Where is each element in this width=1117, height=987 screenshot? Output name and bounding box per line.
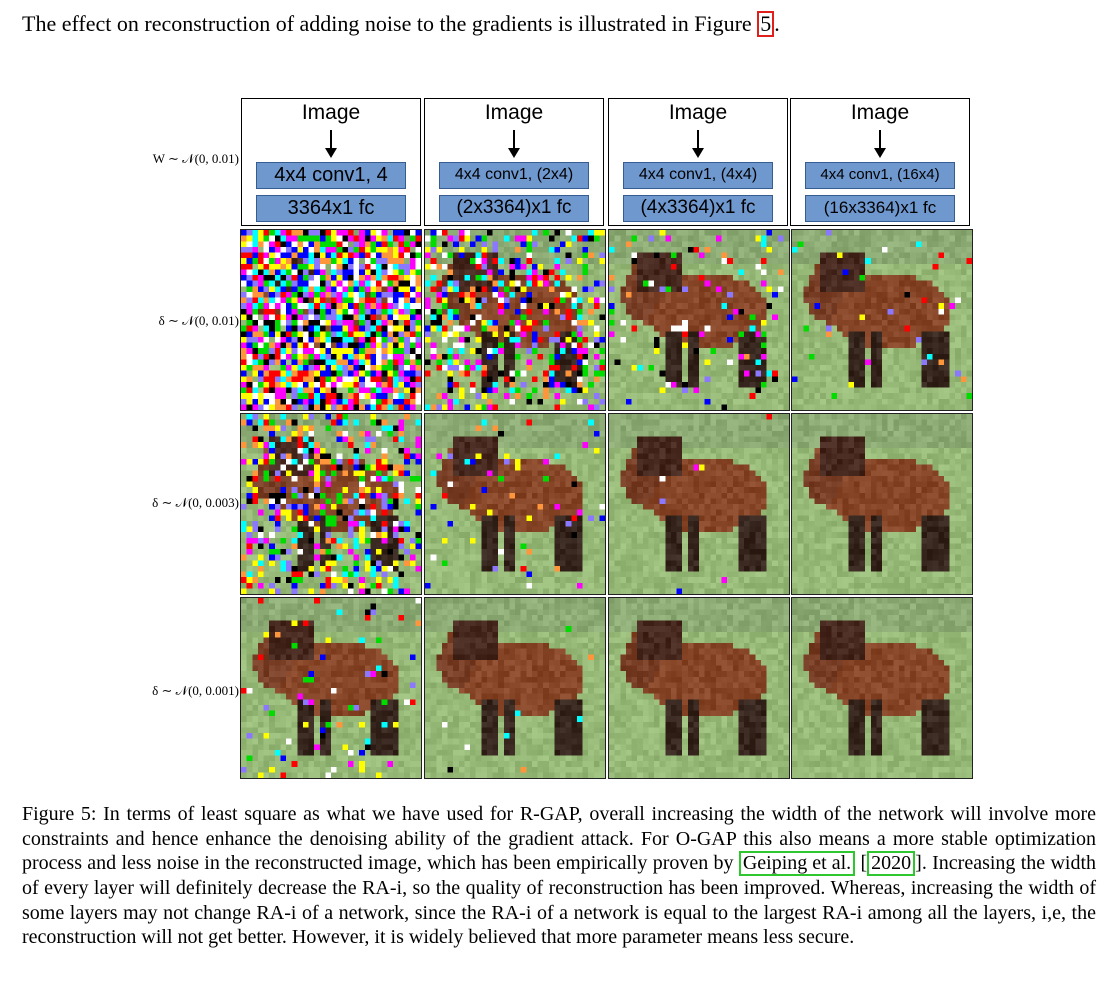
intro-text: The effect on reconstruction of adding n… [22,11,758,36]
caption-text-continued: . Increasing the width of every layer wi… [22,852,1097,949]
reconstruction-image-r1-c2 [424,229,606,411]
citation-separator [855,852,860,874]
reconstruction-image-r1-c3 [608,229,790,411]
reconstruction-image-r3-c3 [608,597,790,779]
fc-layer-label: 3364x1 fc [256,195,406,222]
conv-layer-label: 4x4 conv1, (2x4) [439,162,589,189]
row-label-weight-init: W ∼ 𝒩(0, 0.01) [152,151,239,166]
reconstruction-image-r2-c1 [240,413,422,595]
reconstruction-image-r2-c3 [608,413,790,595]
architecture-input-label: Image [484,101,544,124]
down-arrow-icon [513,130,515,150]
intro-period: . [774,11,780,36]
architecture-box-2: Image 4x4 conv1, (2x4) (2x3364)x1 fc [424,98,604,226]
reconstruction-image-r2-c4 [791,413,973,595]
row-label-noise-0.003: δ ∼ 𝒩(0, 0.003) [152,495,239,510]
fc-layer-label: (4x3364)x1 fc [623,195,773,222]
fc-layer-label: (2x3364)x1 fc [439,195,589,222]
conv-layer-label: 4x4 conv1, (4x4) [623,162,773,189]
intro-sentence: The effect on reconstruction of adding n… [22,10,780,38]
architecture-input-label: Image [668,101,728,124]
reconstruction-image-r1-c1 [240,229,422,411]
conv-layer-label: 4x4 conv1, (16x4) [805,162,955,189]
citation-author-link[interactable]: Geiping et al. [738,851,856,877]
row-label-noise-0.001: δ ∼ 𝒩(0, 0.001) [152,683,239,698]
reconstruction-image-r3-c2 [424,597,606,779]
figure-reference-link[interactable]: 5 [757,11,775,37]
conv-layer-label: 4x4 conv1, 4 [256,162,406,189]
architecture-box-4: Image 4x4 conv1, (16x4) (16x3364)x1 fc [790,98,970,226]
row-label-noise-0.01: δ ∼ 𝒩(0, 0.01) [158,313,239,328]
architecture-input-label: Image [301,101,361,124]
figure-caption: Figure 5: In terms of least square as wh… [22,803,1097,949]
fc-layer-label: (16x3364)x1 fc [805,195,955,222]
reconstruction-image-r3-c1 [240,597,422,779]
figure-5: W ∼ 𝒩(0, 0.01) δ ∼ 𝒩(0, 0.01) δ ∼ 𝒩(0, 0… [152,98,973,779]
reconstruction-image-r3-c4 [791,597,973,779]
reconstruction-image-r1-c4 [791,229,973,411]
reconstruction-image-r2-c2 [424,413,606,595]
down-arrow-icon [879,130,881,150]
down-arrow-icon [330,130,332,150]
architecture-box-1: Image 4x4 conv1, 4 3364x1 fc [241,98,421,226]
down-arrow-icon [697,130,699,150]
architecture-input-label: Image [850,101,910,124]
architecture-box-3: Image 4x4 conv1, (4x4) (4x3364)x1 fc [608,98,788,226]
citation-year-link[interactable]: 2020 [867,851,916,877]
caption-text: Figure 5: In terms of least square as wh… [22,803,1096,875]
